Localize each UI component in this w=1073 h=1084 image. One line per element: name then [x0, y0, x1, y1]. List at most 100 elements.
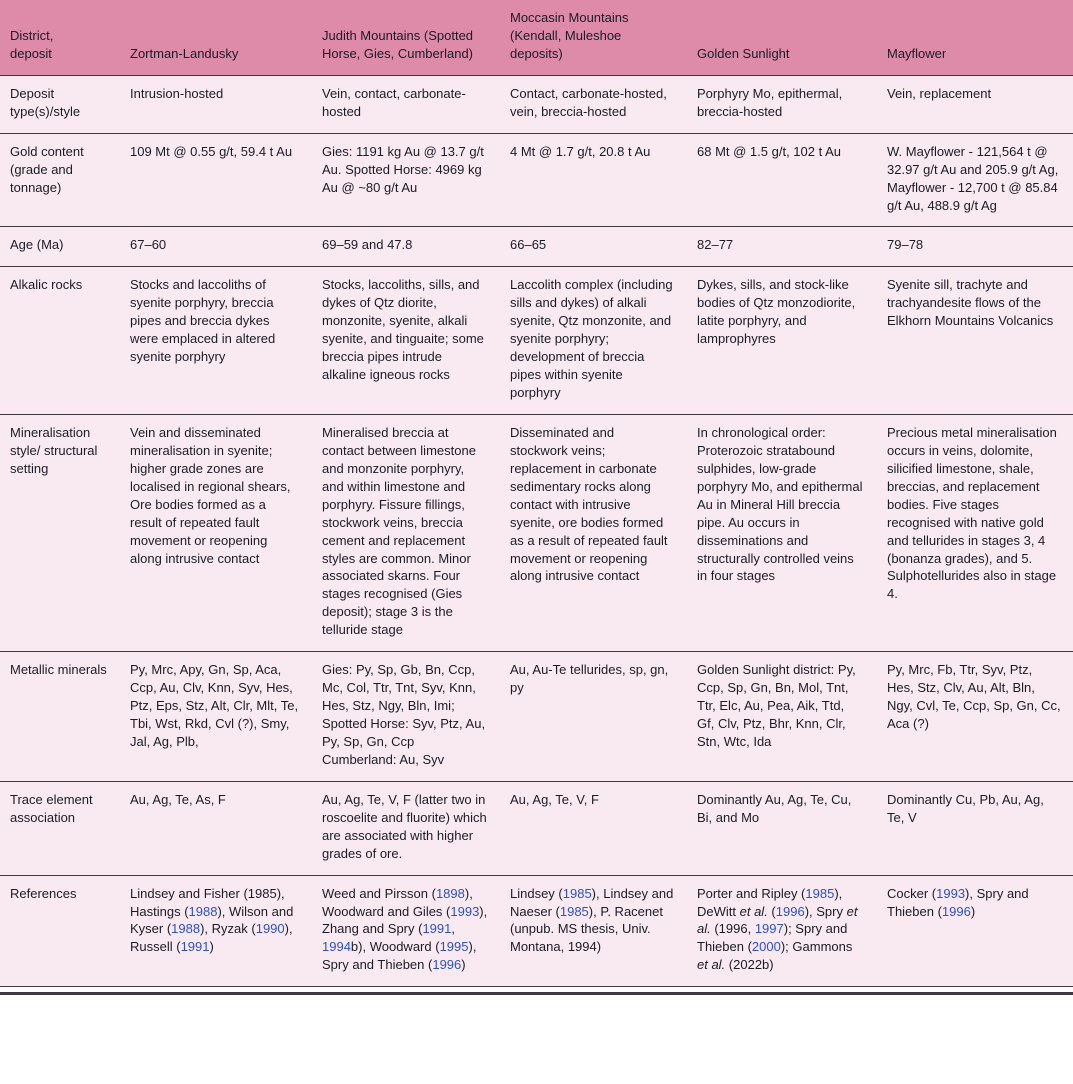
table-cell: Au, Ag, Te, As, F [120, 780, 312, 876]
citation-link[interactable]: 1996 [432, 957, 462, 973]
text-segment: ) [461, 957, 466, 973]
text-segment: et al. [697, 957, 726, 973]
citation-link[interactable]: 1994 [322, 939, 351, 955]
citation-link[interactable]: 1898 [435, 885, 465, 901]
column-header-3: Moccasin Mountains (Kendall, Muleshoe de… [500, 0, 687, 76]
table-cell: Vein and disseminated mineralisation in … [120, 413, 312, 652]
citation-link[interactable]: 1997 [754, 921, 784, 937]
citation-link[interactable]: 1991 [422, 921, 452, 937]
text-segment: ), P. Racenet (unpub. MS thesis, Univ. M… [510, 903, 663, 955]
citation-link[interactable]: 1996 [941, 903, 971, 919]
text-segment: Porter and Ripley ( [697, 885, 806, 901]
text-segment: ), Spry [804, 903, 847, 919]
row-label: Alkalic rocks [0, 266, 120, 415]
table-cell: Vein, replacement [877, 75, 1073, 134]
column-header-4: Golden Sunlight [687, 0, 877, 76]
text-segment: ), Spry and Thieben ( [887, 885, 1029, 919]
table-row-4: Mineralisation style/ structural setting… [0, 413, 1073, 652]
table-cell: Disseminated and stockwork veins; replac… [500, 413, 687, 652]
table-cell: W. Mayflower - 121,564 t @ 32.97 g/t Au … [877, 132, 1073, 227]
text-segment: ), DeWitt [697, 885, 843, 919]
table-cell: Precious metal mineralisation occurs in … [877, 413, 1073, 652]
table-cell: 69–59 and 47.8 [312, 226, 500, 267]
text-segment: ) [209, 939, 214, 955]
bottom-rule [0, 992, 1073, 996]
row-label: Mineralisation style/ structural setting [0, 413, 120, 652]
text-segment: Cocker ( [887, 885, 937, 901]
column-header-0: District, deposit [0, 0, 120, 76]
table-cell: Stocks, laccoliths, sills, and dykes of … [312, 266, 500, 415]
table-cell: Au, Ag, Te, V, F (latter two in roscoeli… [312, 780, 500, 876]
header-row: District, deposit Zortman-Landusky Judith … [0, 0, 1073, 76]
table-cell: Porphyry Mo, epithermal, breccia-hosted [687, 75, 877, 134]
text-segment: ); Spry and Thieben ( [697, 921, 848, 955]
bottom-rule-gap [0, 987, 1073, 993]
row-label: Gold content (grade and tonnage) [0, 132, 120, 227]
table-row-3: Alkalic rocks Stocks and laccoliths of sy… [0, 266, 1073, 415]
citation-link[interactable]: 1985 [562, 885, 592, 901]
citation-link[interactable]: 1993 [450, 903, 480, 919]
column-header-1: Zortman-Landusky [120, 0, 312, 76]
text-segment: ), Wilson and Kyser ( [130, 903, 294, 937]
citation-link[interactable]: 1991 [180, 939, 210, 955]
table-row-2: Age (Ma) 67–60 69–59 and 47.8 66–65 82–77 79–… [0, 226, 1073, 267]
row-label: References [0, 874, 120, 987]
table-cell: Gies: Py, Sp, Gb, Bn, Ccp, Mc, Col, Ttr,… [312, 651, 500, 782]
table-container: District, deposit Zortman-Landusky Judith … [0, 0, 1073, 996]
table-cell: Py, Mrc, Apy, Gn, Sp, Aca, Ccp, Au, Clv,… [120, 651, 312, 782]
citation-link[interactable]: 1985 [805, 885, 835, 901]
citation-link[interactable]: 1990 [255, 921, 285, 937]
table-body: Deposit type(s)/style Intrusion-hosted Vei… [0, 75, 1073, 987]
table-row-1: Gold content (grade and tonnage) 109 Mt @… [0, 132, 1073, 227]
table-cell: 68 Mt @ 1.5 g/t, 102 t Au [687, 132, 877, 227]
text-segment: (1996, [710, 921, 755, 937]
table-cell: Weed and Pirsson (1898), Woodward and Gi… [312, 874, 500, 987]
citation-link[interactable]: 1995 [439, 939, 469, 955]
table-cell: Laccolith complex (including sills and d… [500, 266, 687, 415]
table-cell: Dominantly Cu, Pb, Au, Ag, Te, V [877, 780, 1073, 876]
table-cell: Dykes, sills, and stock-like bodies of Q… [687, 266, 877, 415]
text-segment: ); Gammons [780, 939, 853, 955]
text-segment: ), Ryzak ( [200, 921, 256, 937]
table-cell: 82–77 [687, 226, 877, 267]
table-cell: Lindsey and Fisher (1985), Hastings (198… [120, 874, 312, 987]
text-segment: Lindsey ( [510, 885, 563, 901]
table-row-7: References Lindsey and Fisher (1985), Has… [0, 874, 1073, 987]
table-cell: Porter and Ripley (1985), DeWitt et al. … [687, 874, 877, 987]
citation-link[interactable]: 1988 [188, 903, 218, 919]
citation-link[interactable]: 1996 [775, 903, 805, 919]
text-segment: (2022b) [725, 957, 774, 973]
row-label: Metallic minerals [0, 651, 120, 782]
table-cell: 66–65 [500, 226, 687, 267]
text-segment: ), Woodward and Giles ( [322, 885, 473, 919]
text-segment: ), Spry and Thieben ( [322, 939, 477, 973]
citation-link[interactable]: 1988 [171, 921, 201, 937]
table-cell: Dominantly Au, Ag, Te, Cu, Bi, and Mo [687, 780, 877, 876]
table-cell: Vein, contact, carbonate-hosted [312, 75, 500, 134]
text-segment: ( [767, 903, 776, 919]
table-cell: 109 Mt @ 0.55 g/t, 59.4 t Au [120, 132, 312, 227]
table-cell: Au, Ag, Te, V, F [500, 780, 687, 876]
table-row-5: Metallic minerals Py, Mrc, Apy, Gn, Sp, A… [0, 651, 1073, 782]
table-cell: Syenite sill, trachyte and trachyandesit… [877, 266, 1073, 415]
table-cell: In chronological order: Proterozoic stra… [687, 413, 877, 652]
table-cell: Mineralised breccia at contact between l… [312, 413, 500, 652]
text-segment: ), Russell ( [130, 921, 293, 955]
text-segment: ) [970, 903, 976, 919]
citation-link[interactable]: 1985 [559, 903, 589, 919]
text-segment: , [451, 921, 455, 937]
text-segment: b), Woodward ( [350, 939, 440, 955]
row-label: Trace element association [0, 780, 120, 876]
table-cell: Contact, carbonate-hosted, vein, breccia… [500, 75, 687, 134]
citation-link[interactable]: 1993 [936, 885, 966, 901]
table-row-0: Deposit type(s)/style Intrusion-hosted Vei… [0, 75, 1073, 134]
text-segment: et al. [697, 903, 858, 937]
table-cell: Stocks and laccoliths of syenite porphyr… [120, 266, 312, 415]
text-segment: Weed and Pirsson ( [322, 885, 436, 901]
row-label: Deposit type(s)/style [0, 75, 120, 134]
table-row-6: Trace element association Au, Ag, Te, As,… [0, 780, 1073, 876]
citation-link[interactable]: 2000 [751, 939, 781, 955]
column-header-5: Mayflower [877, 0, 1073, 76]
table-cell: Au, Au-Te tellurides, sp, gn, py [500, 651, 687, 782]
table-cell: Py, Mrc, Fb, Ttr, Syv, Ptz, Hes, Stz, Cl… [877, 651, 1073, 782]
